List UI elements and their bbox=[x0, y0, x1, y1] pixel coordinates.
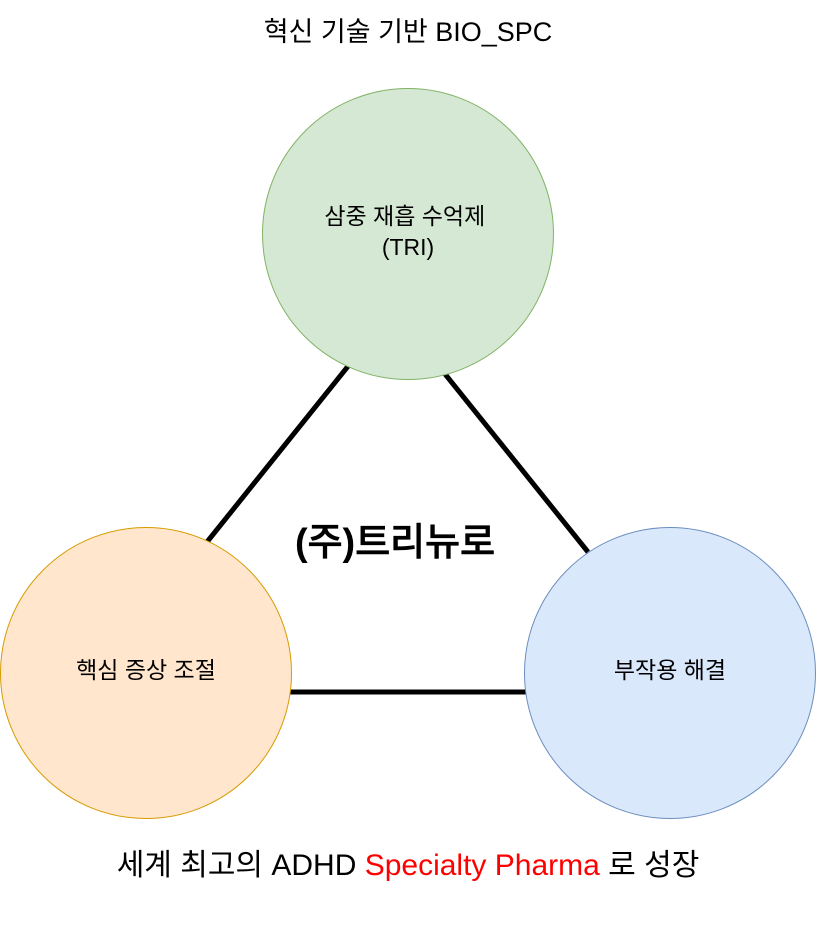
node-top-label-line-2: (TRI) bbox=[382, 234, 434, 260]
node-left-circle bbox=[0, 527, 292, 819]
node-right-label: 부작용 해결 bbox=[614, 657, 726, 683]
bottom-tagline-suffix: 로 성장 bbox=[608, 849, 699, 882]
center-title: (주)트리뉴로 bbox=[295, 522, 495, 564]
bottom-tagline-highlight: Specialty Pharma bbox=[365, 849, 600, 882]
connector-top-right bbox=[443, 372, 590, 554]
connector-top-left bbox=[205, 363, 351, 544]
bottom-tagline: 세계 최고의 ADHD Specialty Pharma 로 성장 bbox=[117, 849, 700, 882]
node-top-label-line-1: 삼중 재흡 수억제 bbox=[324, 203, 485, 229]
node-top-label: 삼중 재흡 수억제 (TRI) bbox=[324, 203, 491, 260]
bottom-tagline-prefix: 세계 최고의 ADHD bbox=[117, 849, 365, 882]
node-right-circle bbox=[524, 527, 816, 819]
node-left-label: 핵심 증상 조절 bbox=[76, 657, 216, 683]
top-title: 혁신 기술 기반 BIO_SPC bbox=[264, 17, 553, 47]
node-top-circle bbox=[262, 88, 554, 380]
